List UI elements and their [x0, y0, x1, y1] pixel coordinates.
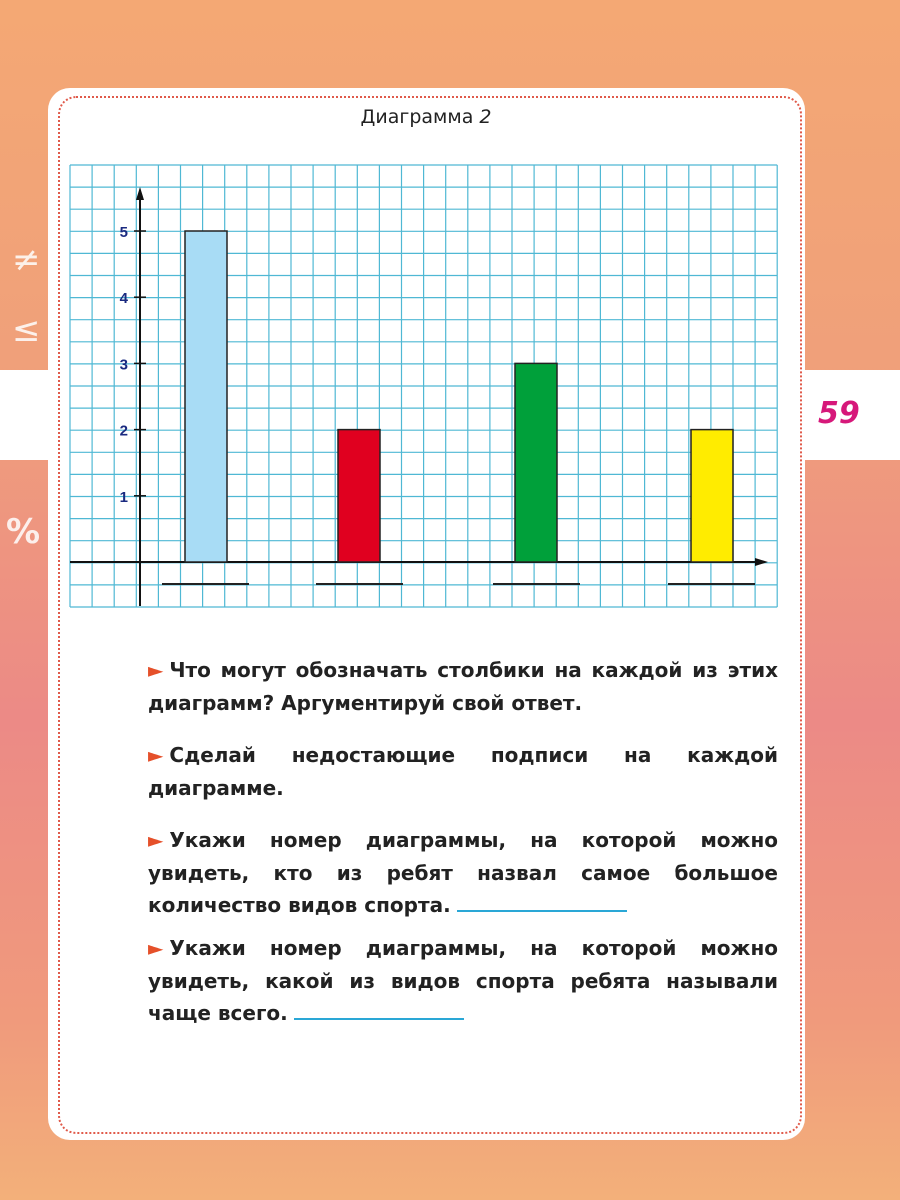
y-tick-label: 2: [120, 423, 128, 440]
answer-blank[interactable]: [456, 892, 627, 912]
y-tick-label: 5: [120, 224, 128, 241]
y-tick-label: 3: [120, 356, 128, 373]
bar: [690, 428, 734, 563]
dotted-border: [58, 96, 802, 1134]
question-2: ► Сделай недостающие подписи на каждой ди…: [148, 743, 778, 800]
answer-blank[interactable]: [293, 1000, 464, 1020]
question-1: ► Что могут обозначать столбики на каждой…: [148, 658, 778, 715]
question-3: ► Укажи номер диаграммы, на которой можно…: [148, 828, 778, 917]
marker-icon: ►: [148, 743, 164, 767]
less-equal-symbol: ≤: [12, 310, 41, 350]
chart-title: Диаграмма 2: [360, 106, 492, 128]
not-equal-symbol: ≠: [12, 240, 41, 280]
percent-symbol: %: [6, 512, 41, 552]
page-number: 59: [818, 396, 860, 431]
right-white-band: [805, 370, 900, 460]
marker-icon: ►: [148, 658, 164, 682]
bar: [514, 362, 558, 563]
x-axis-arrow: [755, 558, 768, 566]
marker-icon: ►: [148, 828, 164, 852]
question-4: ► Укажи номер диаграммы, на которой можно…: [148, 936, 778, 1025]
y-tick-label: 4: [120, 290, 129, 307]
page-card: [48, 88, 805, 1140]
bar: [337, 428, 381, 563]
marker-icon: ►: [148, 936, 164, 960]
bar-chart: 1 2 3 4 5: [69, 164, 778, 608]
y-tick-label: 1: [120, 489, 128, 506]
bar: [184, 230, 228, 563]
y-axis-arrow: [136, 187, 144, 200]
left-white-band: [0, 370, 48, 460]
